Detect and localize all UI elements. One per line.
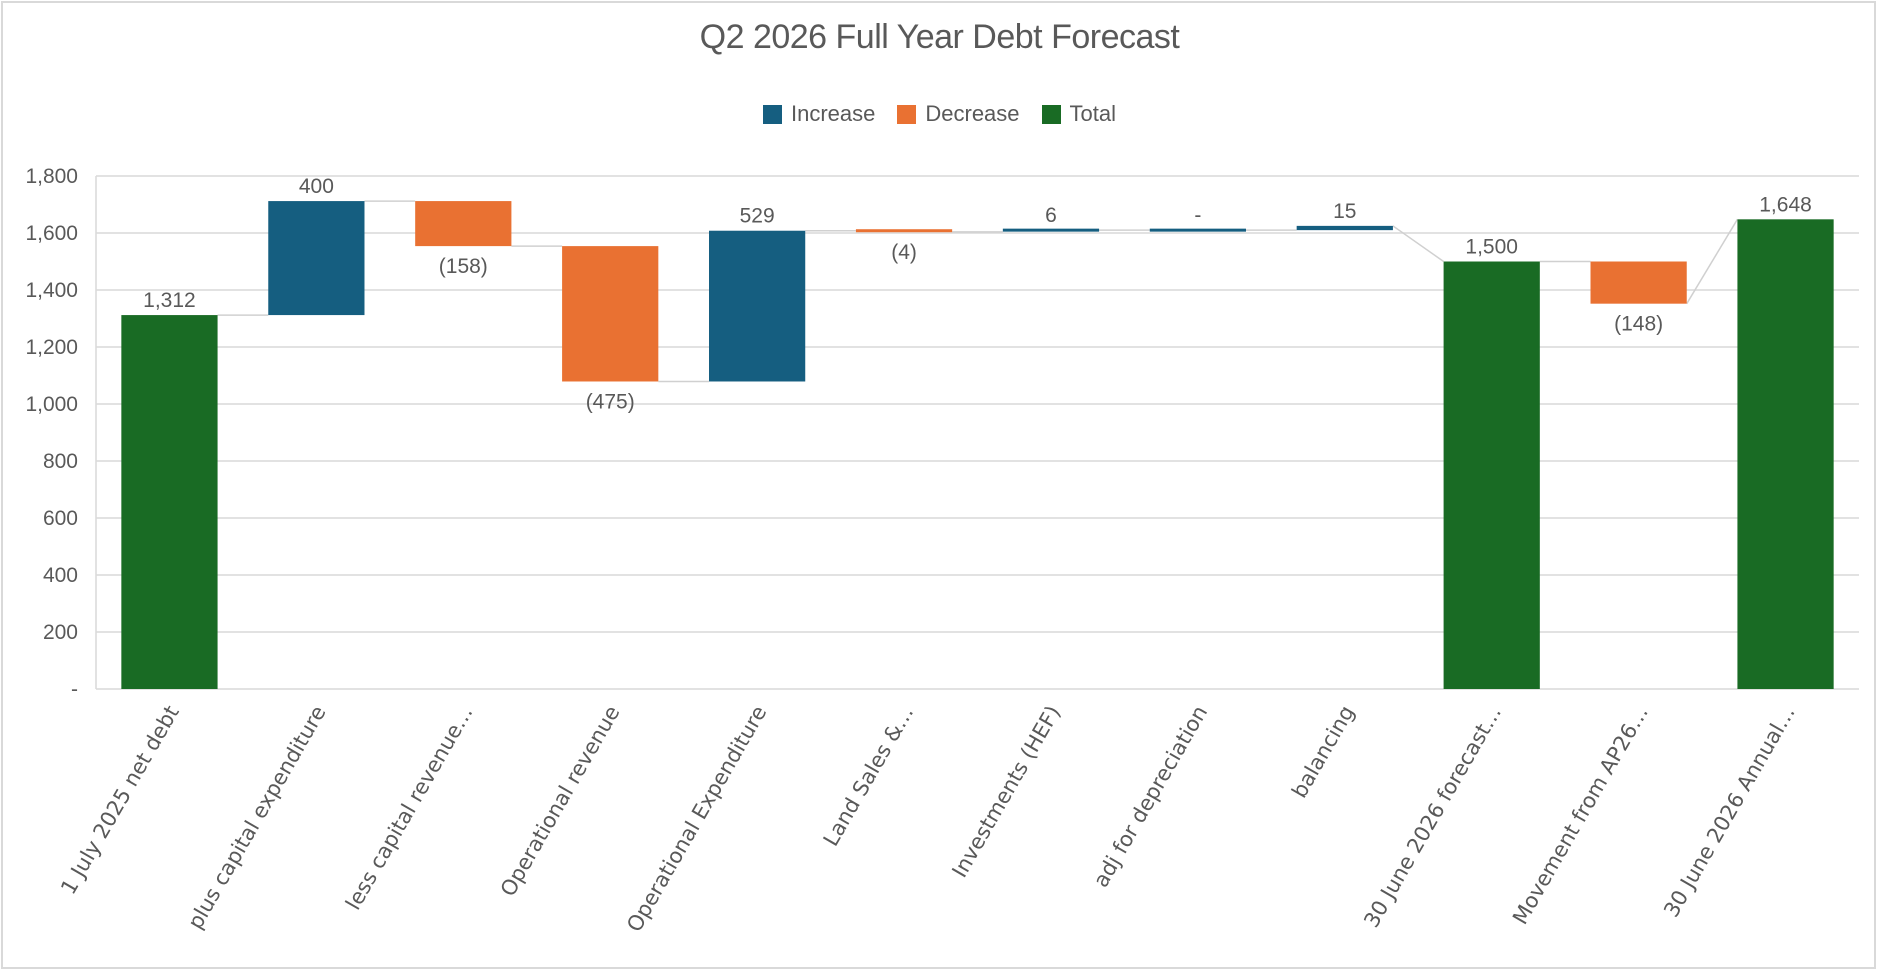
y-tick-label: 800 [43,450,78,473]
y-tick-label: 400 [43,564,78,587]
x-tick-label: plus capital expenditure [183,702,331,934]
data-label: (475) [586,390,635,413]
bar-total [1443,261,1540,689]
bar-increase [268,201,365,316]
legend-swatch-decrease [897,104,917,124]
x-tick-label: Movement from AP26… [1508,702,1653,929]
legend-item-increase: Increase [762,101,876,127]
legend-item-total: Total [1041,101,1117,127]
data-label: - [1194,204,1201,227]
x-tick-label: Investments (HEF) [947,702,1065,882]
bar-decrease [562,246,659,382]
legend-label-decrease: Decrease [925,101,1020,126]
data-label: (148) [1614,313,1663,336]
data-label: 1,648 [1759,193,1812,216]
x-tick-label: 30 June 2026 Annual… [1659,702,1800,922]
x-tick-label: Land Sales &… [819,702,919,851]
x-tick-label: less capital revenue… [341,702,478,914]
y-tick-label: 1,400 [25,279,78,302]
data-label: (4) [891,241,917,264]
bar-total [1737,219,1834,689]
y-tick-label: 1,000 [25,393,78,416]
data-label: 6 [1045,204,1057,227]
legend-label-total: Total [1069,101,1117,126]
x-tick-label: adj for depreciation [1089,702,1212,892]
data-label: 15 [1333,200,1356,223]
legend-label-increase: Increase [790,101,876,126]
bar-decrease [855,229,953,233]
bar-decrease [1590,261,1687,304]
y-tick-label: - [71,678,78,701]
legend-item-decrease: Decrease [897,101,1020,127]
y-tick-label: 1,200 [25,336,78,359]
connector-line [1392,225,1445,263]
legend: Increase Decrease Total [0,101,1879,127]
data-label: (158) [439,255,488,278]
x-tick-label: 1 July 2025 net debt [56,702,184,899]
x-tick-label: 30 June 2026 forecast… [1359,702,1506,932]
y-tick-label: 600 [43,507,78,530]
y-tick-label: 200 [43,621,78,644]
bar-increase [1149,228,1246,232]
bar-decrease [415,201,512,247]
data-label: 1,500 [1465,236,1518,259]
legend-swatch-total [1041,104,1061,124]
x-tick-label: Operational revenue [496,702,625,901]
bar-increase [1296,225,1393,231]
x-tick-label: balancing [1287,702,1359,803]
connector-line [1686,218,1739,305]
data-label: 1,312 [143,289,196,312]
data-label: 400 [299,175,334,198]
y-tick-label: 1,800 [25,165,78,188]
bar-increase [709,230,806,382]
legend-swatch-increase [762,104,782,124]
chart-title: Q2 2026 Full Year Debt Forecast [699,18,1180,56]
data-label: 529 [740,205,775,228]
x-tick-label: Operational Expenditure [622,702,771,937]
y-tick-label: 1,600 [25,222,78,245]
bar-increase [1002,228,1100,232]
bar-total [121,315,218,689]
